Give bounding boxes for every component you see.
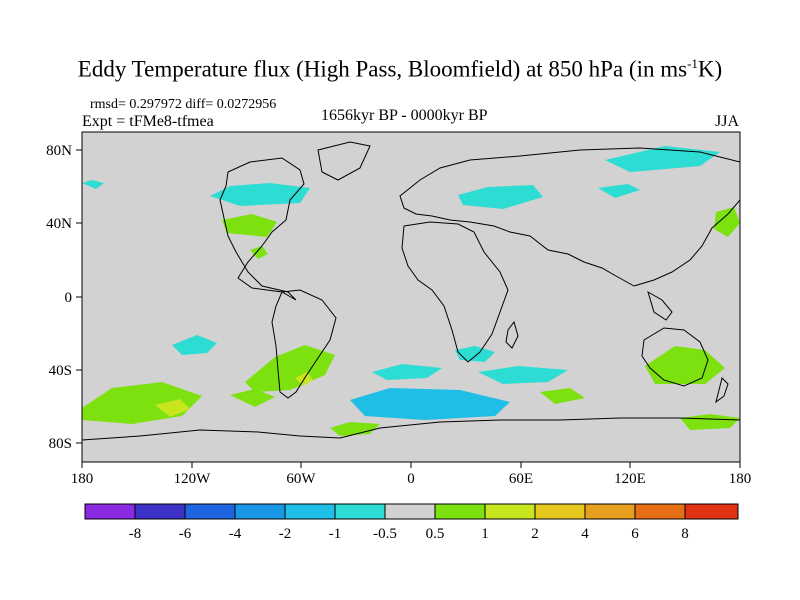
colorbar-swatch [334,503,386,520]
coast-eurasia [399,147,740,287]
map-title: Eddy Temperature flux (High Pass, Bloomf… [77,56,723,82]
experiment-line: Expt = tFMe8-tfmea [82,113,214,130]
green-patch-north-america [222,214,277,237]
coast-madagascar [505,320,519,349]
lat-label-40n: 40N [46,216,72,232]
lon-label-0: 0 [407,471,415,487]
colorbar-swatch [184,503,236,520]
cyan-patch-south-pacific [172,335,217,355]
stats-line: rmsd= 0.297972 diff= 0.0272956 [90,97,277,112]
colorbar-swatch [484,503,536,520]
coast-australia [641,327,709,387]
cyan-patch-indian-ocean [455,346,495,362]
latitude-axis: 80N 40N 0 40S 80S [46,143,82,452]
lon-label-180e: 180 [729,471,752,487]
colorbar-label: -2 [279,526,292,542]
green-patch-north-pacific-east [714,207,740,237]
lightblue-patch-southern-ocean [350,388,510,420]
colorbar-swatch [634,503,686,520]
colorbar-label: 6 [631,526,639,542]
lon-label-180w: 180 [71,471,94,487]
colorbar-label: -4 [229,526,242,542]
yellowgreen-patch-south-pacific [155,399,190,417]
colorbar-swatch [284,503,336,520]
season-label: JJA [715,113,740,130]
colorbar-swatch [584,503,636,520]
longitude-axis: 180 120W 60W 0 60E 120E 180 [71,462,752,487]
colorbar-swatch [434,503,486,520]
coast-new-zealand [715,377,729,404]
colorbar-swatch [234,503,286,520]
anomaly-patches [82,146,740,436]
cyan-patch-north-pacific [82,180,104,189]
lat-label-80s: 80S [49,436,72,452]
cyan-patch-south-atlantic [372,364,442,380]
colorbar-label: 8 [681,526,689,542]
cyan-patch-south-indian [478,366,568,384]
colorbar-label: 0.5 [426,526,445,542]
colorbar-label: -1 [329,526,342,542]
period-label: 1656kyr BP - 0000kyr BP [321,107,488,124]
lat-label-80n: 80N [46,143,72,159]
cyan-patch-siberia-small [598,184,640,198]
colorbar-swatch [534,503,586,520]
colorbar-label: 4 [581,526,589,542]
coast-antarctica [82,417,740,441]
green-patch-antarctic-coast [330,422,380,436]
green-patch-south-of-africa [540,388,585,404]
colorbar: -8 -6 -4 -2 -1 -0.5 0.5 1 2 4 6 8 [84,503,739,542]
coast-southeast-asia [647,290,673,321]
cyan-patch-north-atlantic [458,185,543,209]
green-patch-australia [645,346,725,384]
colorbar-swatch [684,503,739,520]
colorbar-label: 1 [481,526,489,542]
green-patch-southern-ocean-west [230,389,275,407]
coast-north-america [219,157,305,301]
lon-label-60e: 60E [509,471,533,487]
colorbar-label: -0.5 [373,526,397,542]
lat-label-eq: 0 [65,290,73,306]
green-patch-east-pacific-small [250,246,268,259]
colorbar-swatch [384,503,436,520]
coast-greenland [317,141,371,181]
coast-south-america [271,289,337,399]
cyan-patch-siberia [605,146,720,172]
lon-label-60w: 60W [286,471,316,487]
lat-label-40s: 40S [49,363,72,379]
colorbar-label: -6 [179,526,192,542]
colorbar-swatch [84,503,136,520]
colorbar-label: 2 [531,526,539,542]
coastlines [82,141,740,441]
colorbar-label: -8 [129,526,142,542]
cyan-patch-canada [210,183,310,206]
lon-label-120e: 120E [614,471,646,487]
coast-africa [401,221,509,363]
colorbar-swatch [134,503,186,520]
lon-label-120w: 120W [174,471,212,487]
